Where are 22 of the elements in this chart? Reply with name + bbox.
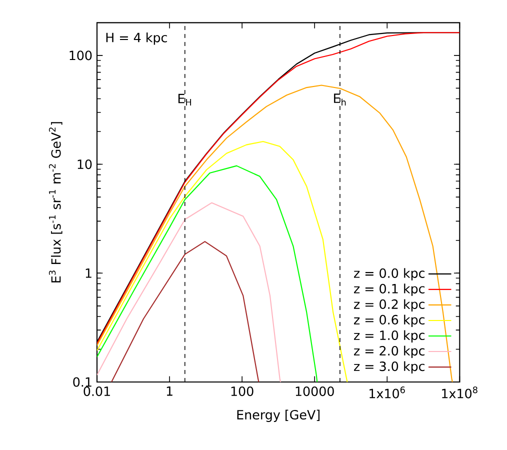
annotation: H = 4 kpc [106,32,167,45]
x-tick-label: 1x10$^{6}$ [370,386,405,398]
x-tick-label: 1 [166,386,172,396]
y-tick-label: 10 [78,159,92,170]
legend-label: z = 2.0 kpc [354,346,424,358]
legend-label: z = 0.6 kpc [354,314,424,327]
y-tick-label: 100 [70,50,92,60]
y-tick-label: 1 [86,268,92,278]
x-tick-label: 1x10$^{8}$ [442,386,478,398]
x-tick-label: 10000 [296,386,334,396]
legend-label: z = 0.1 kpc [354,284,424,296]
y-tick-label: 0.1 [73,377,92,387]
x-tick-label: 100 [231,386,254,396]
x-axis-title: Energy [GeV] [237,410,320,422]
legend-label: z = 3.0 kpc [354,361,424,374]
legend-label: z = 0.2 kpc [354,299,424,312]
ref-line-label: E$_{H}$ [178,94,192,106]
text: E$^{3}$ Flux [s$^{-1}$ sr$^{-1}$ m$^{-2}$ GeV$^{2}$] [48,122,62,282]
x-tick-label: 0.01 [84,386,110,396]
legend-label: z = 0.0 kpc [354,268,424,280]
legend-label: z = 1.0 kpc [354,330,424,342]
ref-line-label: E$_{h}$ [334,94,346,106]
